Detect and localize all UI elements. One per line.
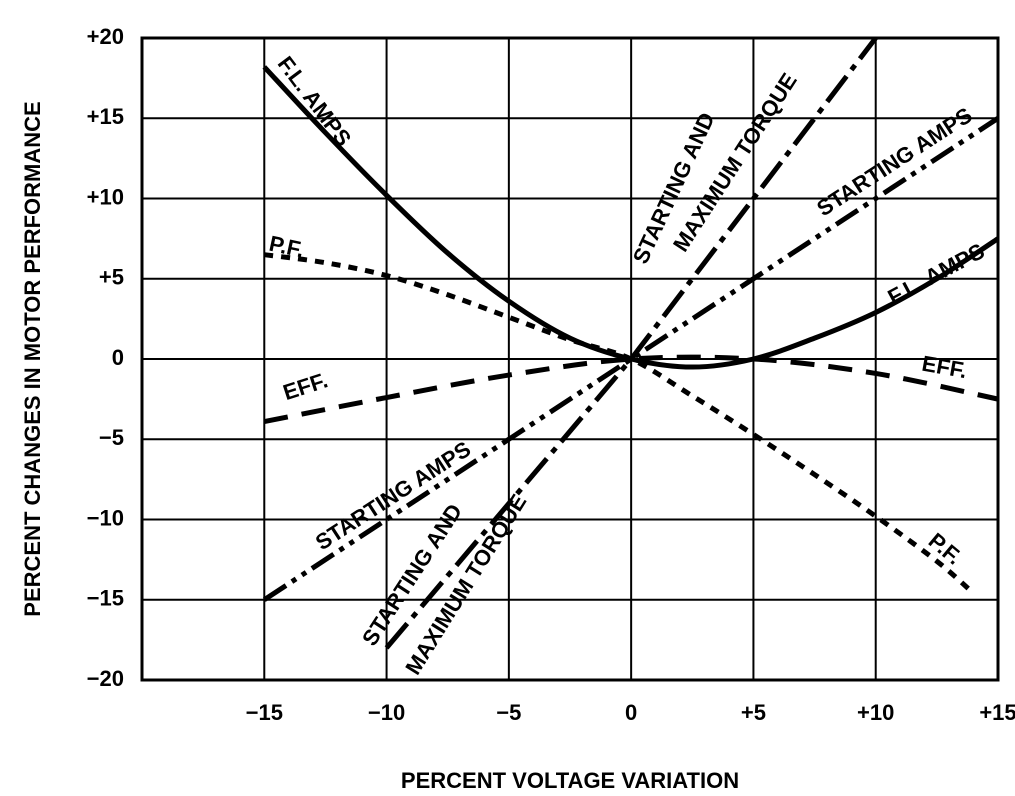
y-tick-label: −10	[87, 505, 124, 530]
y-tick-label: −5	[99, 425, 124, 450]
y-tick-label: +10	[87, 184, 124, 209]
curve-label-3: P.F.	[924, 528, 967, 570]
x-tick-labels: −15 −10 −5 0 +5 +10 +15	[246, 700, 1015, 725]
y-tick-label: +15	[87, 104, 124, 129]
x-tick-label: −15	[246, 700, 283, 725]
x-tick-label: +10	[857, 700, 894, 725]
x-tick-label: +5	[741, 700, 766, 725]
series-layer	[262, 36, 1000, 650]
series-line-starting-amps	[262, 116, 1000, 602]
plot-frame	[140, 36, 1000, 682]
curve-label-6: STARTING AMPS	[812, 102, 976, 221]
x-tick-label: 0	[625, 700, 637, 725]
y-tick-label: 0	[112, 345, 124, 370]
curve-label-4: EFF.	[280, 367, 331, 405]
x-tick-label: −10	[368, 700, 405, 725]
grid	[140, 36, 1000, 682]
curve-label-5: EFF.	[920, 351, 969, 383]
series-line-p-f	[263, 252, 976, 596]
series-line-f-l-amps	[262, 65, 1000, 370]
x-axis-title: PERCENT VOLTAGE VARIATION	[401, 768, 739, 793]
x-tick-label: +15	[979, 700, 1015, 725]
y-tick-label: −15	[87, 586, 124, 611]
y-tick-label: −20	[87, 666, 124, 691]
y-tick-labels: +20 +15 +10 +5 0 −5 −10 −15 −20	[87, 24, 124, 691]
y-axis-title: PERCENT CHANGES IN MOTOR PERFORMANCE	[20, 101, 45, 616]
series-line-eff	[263, 354, 999, 425]
y-tick-label: +5	[99, 265, 124, 290]
y-tick-label: +20	[87, 24, 124, 49]
curve-label-1: F.L. AMPS	[884, 238, 989, 310]
x-tick-label: −5	[496, 700, 521, 725]
series-line-starting-and-maximum-torque	[384, 36, 878, 650]
curve-label-0: F.L. AMPS	[273, 52, 356, 151]
